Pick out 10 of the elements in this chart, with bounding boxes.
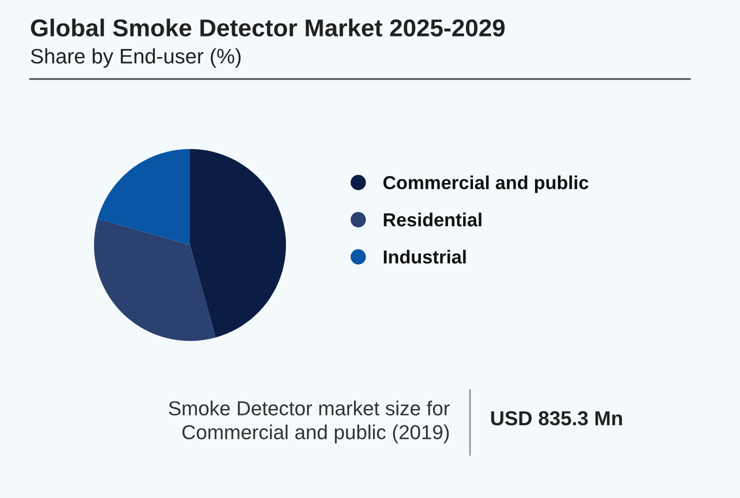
pie-slice [98, 149, 190, 245]
text: USD 835.3 Mn [491, 411, 622, 426]
pie-slice [94, 218, 216, 341]
chart-subtitle: Share by End-user (%) [30, 48, 241, 68]
legend-label: Industrial [384, 250, 466, 264]
legend-label: Commercial and public [383, 176, 588, 193]
pie-slice [190, 149, 286, 338]
chart-title: Global Smoke Detector Market 2025-2029 [31, 18, 505, 37]
text: Smoke Detector market size for Commercial and public (2019) [168, 400, 450, 444]
legend-label: Residential [384, 212, 482, 226]
